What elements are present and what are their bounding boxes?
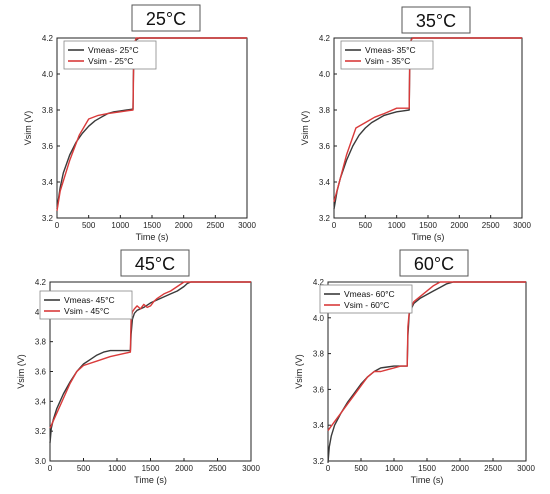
- y-tick-label: 3.8: [313, 350, 325, 359]
- y-axis-label: Vsim (V): [23, 111, 33, 146]
- x-tick-label: 1500: [143, 221, 161, 230]
- chart-title: 60°C: [414, 254, 454, 274]
- y-tick-label: 4.0: [42, 70, 54, 79]
- series-line-vsim: [49, 281, 251, 429]
- x-tick-label: 2000: [450, 221, 468, 230]
- chart-title: 25°C: [146, 9, 186, 29]
- legend-box: [39, 290, 133, 320]
- x-tick-label: 0: [326, 464, 331, 473]
- x-axis-label: Time (s): [412, 232, 445, 242]
- y-tick-label: 3.2: [42, 214, 54, 223]
- legend-label: Vsim - 60°C: [344, 300, 389, 310]
- legend-box: [340, 40, 434, 70]
- chart-panel-1: 25°C 3.2 3.4 3.6 3.8 4.0 4.2 0 500 1000 1500 2000 25…: [23, 4, 256, 242]
- legend-label: Vmeas- 25°C: [88, 45, 139, 55]
- y-tick-label: 3.6: [35, 368, 47, 377]
- chart-panel-4: 60°C 3.2 3.4 3.6 3.8 4.0 4.2 0 500 1000 1500 2000 25…: [294, 249, 535, 485]
- chart-title-box: [401, 6, 471, 34]
- x-tick-label: 2000: [175, 464, 193, 473]
- x-axis-label: Time (s): [411, 475, 444, 485]
- y-tick-label: 3.8: [319, 106, 331, 115]
- legend-label: Vmeas- 60°C: [344, 289, 395, 299]
- chart-title: 35°C: [416, 11, 456, 31]
- y-tick-label: 4.2: [42, 34, 54, 43]
- x-tick-label: 2000: [451, 464, 469, 473]
- x-tick-label: 2500: [209, 464, 227, 473]
- y-tick-label: 3.6: [42, 142, 54, 151]
- x-tick-label: 3000: [517, 464, 535, 473]
- chart-title-box: [120, 249, 190, 277]
- series-line-vsim: [56, 37, 247, 211]
- y-tick-label: 3.6: [319, 142, 331, 151]
- y-axis-label: Vsim (V): [294, 354, 304, 389]
- series-line-vsim: [333, 37, 522, 202]
- y-tick-label: 4.2: [35, 278, 47, 287]
- x-tick-label: 500: [82, 221, 96, 230]
- x-tick-label: 3000: [242, 464, 260, 473]
- x-tick-label: 1500: [418, 464, 436, 473]
- legend-label: Vsim - 45°C: [64, 306, 109, 316]
- x-tick-label: 2500: [482, 221, 500, 230]
- legend-label: Vmeas- 35°C: [365, 45, 416, 55]
- legend-label: Vsim - 25°C: [88, 56, 133, 66]
- y-tick-label: 3.2: [313, 457, 325, 466]
- chart-title-box: [399, 249, 469, 277]
- y-tick-label: 3.6: [313, 385, 325, 394]
- y-axis-label: Vsim (V): [16, 354, 26, 389]
- x-tick-label: 2500: [484, 464, 502, 473]
- y-tick-label: 3.2: [35, 427, 47, 436]
- chart-title: 45°C: [135, 254, 175, 274]
- x-tick-label: 1000: [108, 464, 126, 473]
- x-tick-label: 1500: [419, 221, 437, 230]
- y-tick-label: 4.0: [319, 70, 331, 79]
- x-tick-label: 0: [48, 464, 53, 473]
- chart-title-box: [131, 4, 201, 32]
- x-tick-label: 0: [332, 221, 337, 230]
- chart-panel-2: 35°C 3.2 3.4 3.6 3.8 4.0 4.2 0 500 1000 1500 2000 25…: [300, 6, 531, 242]
- y-tick-label: 3.0: [35, 457, 47, 466]
- y-tick-label: 3.4: [35, 397, 47, 406]
- y-tick-label: 3.8: [35, 338, 47, 347]
- series-line-vsim: [327, 281, 526, 432]
- y-tick-label: 4.2: [319, 34, 331, 43]
- chart-panel-3: 45°C3.03.23.43.63.84.04.2050010001500200…: [16, 249, 260, 485]
- y-tick-label: 4.0: [313, 314, 325, 323]
- x-tick-label: 1000: [388, 221, 406, 230]
- legend-box: [319, 284, 413, 314]
- x-tick-label: 0: [55, 221, 60, 230]
- legend-label: Vmeas- 45°C: [64, 295, 115, 305]
- x-axis-label: Time (s): [134, 475, 167, 485]
- x-tick-label: 3000: [238, 221, 256, 230]
- x-axis-label: Time (s): [136, 232, 169, 242]
- y-tick-label: 3.4: [42, 178, 54, 187]
- legend-box: [63, 40, 157, 70]
- y-tick-label: 3.4: [319, 178, 331, 187]
- x-tick-label: 3000: [513, 221, 531, 230]
- x-tick-label: 2500: [206, 221, 224, 230]
- legend-label: Vsim - 35°C: [365, 56, 410, 66]
- x-tick-label: 500: [354, 464, 368, 473]
- x-tick-label: 2000: [175, 221, 193, 230]
- x-tick-label: 1000: [385, 464, 403, 473]
- y-tick-label: 3.4: [313, 421, 325, 430]
- y-tick-label: 4.2: [313, 278, 325, 287]
- x-tick-label: 1000: [111, 221, 129, 230]
- y-tick-label: 3.8: [42, 106, 54, 115]
- x-tick-label: 1500: [142, 464, 160, 473]
- x-tick-label: 500: [359, 221, 373, 230]
- y-axis-label: Vsim (V): [300, 111, 310, 146]
- y-tick-label: 3.2: [319, 214, 331, 223]
- x-tick-label: 500: [77, 464, 91, 473]
